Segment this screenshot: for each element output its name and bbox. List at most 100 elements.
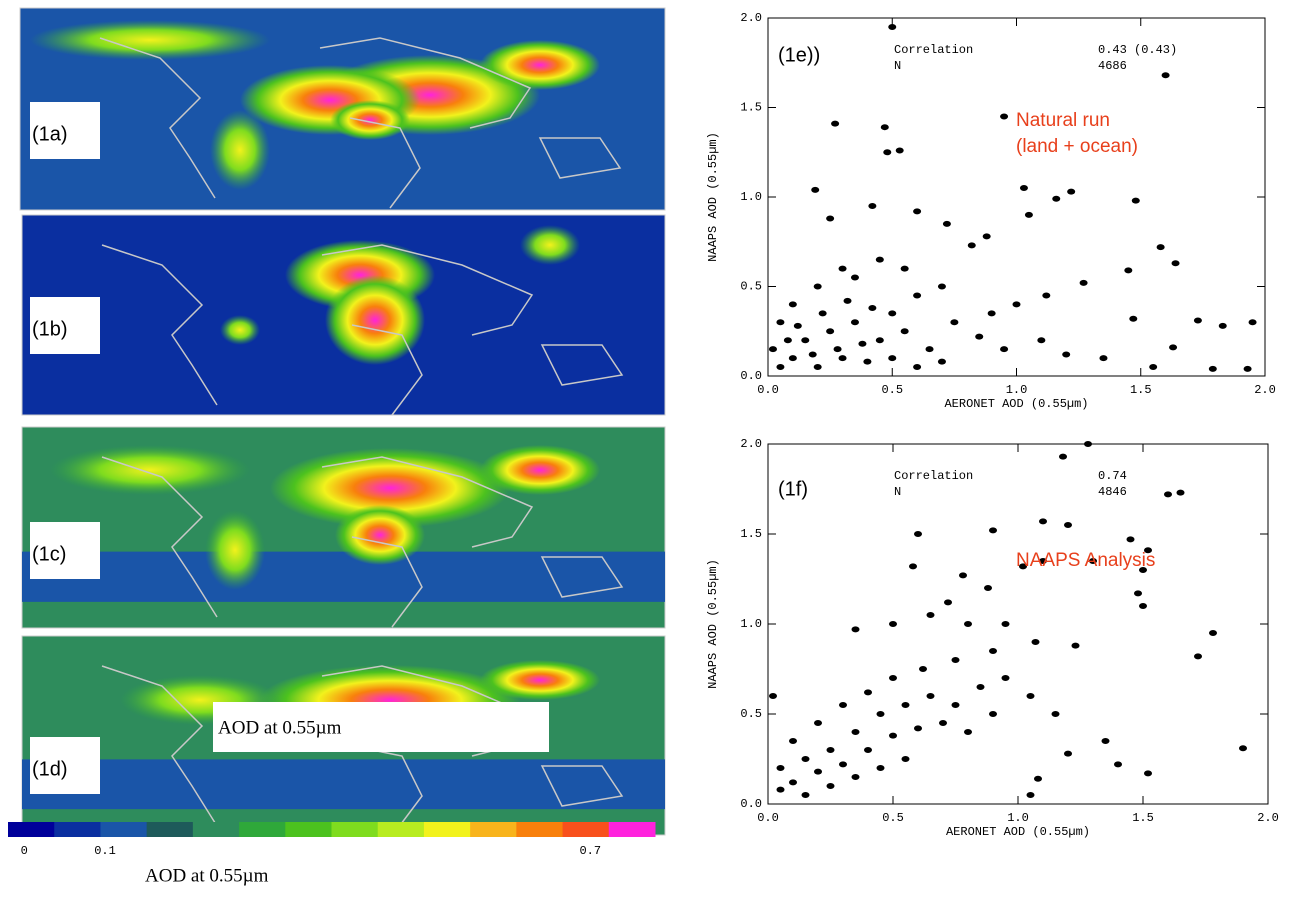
data-point bbox=[987, 310, 996, 317]
data-point bbox=[1194, 653, 1202, 660]
y-tick-label: 0.0 bbox=[740, 369, 762, 383]
scatter-plot: 0.0 0.5 1.0 1.5 2.0 0.0 0.5 1.0 1.5 2.0 AERONET AO… bbox=[706, 437, 1279, 839]
data-point bbox=[1064, 522, 1072, 528]
data-point bbox=[1019, 185, 1028, 192]
x-tick-label: 0.0 bbox=[757, 383, 779, 397]
data-point bbox=[1099, 355, 1108, 362]
data-point bbox=[788, 355, 797, 362]
data-point bbox=[1034, 775, 1042, 782]
data-point bbox=[1124, 267, 1133, 274]
data-point bbox=[1139, 567, 1147, 573]
coastline bbox=[99, 37, 622, 209]
data-point bbox=[811, 186, 820, 193]
stat-label: Correlation bbox=[894, 469, 973, 483]
data-point bbox=[1243, 365, 1252, 372]
data-point bbox=[1209, 630, 1217, 636]
data-point bbox=[914, 725, 922, 732]
data-point bbox=[982, 233, 991, 240]
panel-label-box bbox=[30, 102, 100, 159]
stat-value: 4846 bbox=[1098, 485, 1127, 499]
data-point bbox=[1139, 603, 1147, 609]
data-point bbox=[989, 527, 997, 534]
stat-value: 4686 bbox=[1098, 59, 1127, 73]
data-point bbox=[1114, 761, 1122, 768]
data-point bbox=[808, 351, 817, 358]
data-point bbox=[888, 310, 897, 317]
colorbar-block bbox=[608, 822, 656, 837]
data-point bbox=[1101, 738, 1110, 744]
y-tick-label: 0.0 bbox=[740, 797, 762, 811]
data-point bbox=[967, 242, 976, 249]
data-point bbox=[843, 297, 852, 304]
data-point bbox=[1026, 792, 1035, 798]
data-point bbox=[1134, 590, 1142, 597]
aerosol-plume bbox=[205, 510, 265, 590]
data-point bbox=[944, 599, 952, 606]
data-point bbox=[838, 265, 847, 272]
x-axis-label: AERONET AOD (0.55µm) bbox=[944, 397, 1088, 411]
data-point bbox=[976, 684, 985, 690]
stat-value: 0.74 bbox=[1098, 469, 1127, 483]
data-point bbox=[1039, 558, 1047, 564]
annotation: (land + ocean) bbox=[1016, 136, 1138, 157]
aerosol-plume bbox=[480, 40, 600, 90]
y-tick-label: 1.0 bbox=[740, 617, 762, 631]
data-point bbox=[1164, 491, 1172, 498]
data-point bbox=[769, 693, 777, 699]
data-point bbox=[942, 220, 951, 227]
aerosol-plume bbox=[270, 448, 510, 528]
data-point bbox=[868, 202, 877, 209]
panel-label: (1b) bbox=[32, 318, 68, 340]
aerosol-plume bbox=[220, 315, 260, 345]
coastline bbox=[101, 665, 624, 837]
x-tick-label: 2.0 bbox=[1257, 811, 1279, 825]
panel-label-box bbox=[30, 737, 100, 794]
data-point bbox=[851, 729, 860, 735]
data-point bbox=[1037, 337, 1046, 344]
data-point bbox=[913, 208, 922, 215]
data-point bbox=[1161, 72, 1170, 79]
data-point bbox=[975, 333, 984, 340]
x-tick-label: 2.0 bbox=[1254, 383, 1276, 397]
colorbar-block bbox=[100, 822, 148, 837]
colorbar-block bbox=[516, 822, 564, 837]
data-point bbox=[1171, 260, 1180, 267]
data-point bbox=[919, 666, 927, 672]
data-point bbox=[964, 729, 972, 735]
data-point bbox=[880, 124, 889, 131]
data-point bbox=[813, 364, 822, 371]
data-point bbox=[889, 621, 897, 627]
data-point bbox=[826, 215, 835, 222]
data-point bbox=[889, 732, 897, 739]
colorbar-block bbox=[562, 822, 610, 837]
colorbar-block bbox=[54, 822, 101, 837]
aerosol-plume bbox=[210, 110, 270, 190]
data-point bbox=[1079, 279, 1088, 286]
coastline bbox=[101, 244, 624, 416]
overlay-box bbox=[213, 702, 549, 752]
data-point bbox=[839, 761, 847, 768]
x-tick-label: 0.0 bbox=[757, 811, 779, 825]
data-point bbox=[850, 319, 859, 326]
y-tick-label: 2.0 bbox=[740, 11, 762, 25]
data-point bbox=[926, 612, 935, 618]
panel-label: (1f) bbox=[778, 478, 808, 500]
stat-label: N bbox=[894, 485, 901, 499]
data-point bbox=[901, 702, 910, 708]
data-point bbox=[1001, 675, 1010, 681]
data-point bbox=[1126, 536, 1135, 543]
colorbar-block bbox=[146, 822, 194, 837]
data-point bbox=[801, 756, 810, 762]
x-tick-label: 0.5 bbox=[881, 383, 903, 397]
y-tick-label: 1.0 bbox=[740, 190, 762, 204]
data-point bbox=[768, 346, 777, 353]
aerosol-plume bbox=[50, 445, 250, 495]
data-point bbox=[1144, 770, 1152, 777]
data-point bbox=[875, 337, 884, 344]
y-axis-label: NAAPS AOD (0.55µm) bbox=[706, 132, 720, 262]
annotation: NAAPS Analysis bbox=[1016, 550, 1155, 571]
data-point bbox=[858, 340, 867, 347]
data-point bbox=[1012, 301, 1021, 308]
x-tick-label: 1.0 bbox=[1006, 383, 1028, 397]
y-tick-label: 0.5 bbox=[740, 280, 762, 294]
